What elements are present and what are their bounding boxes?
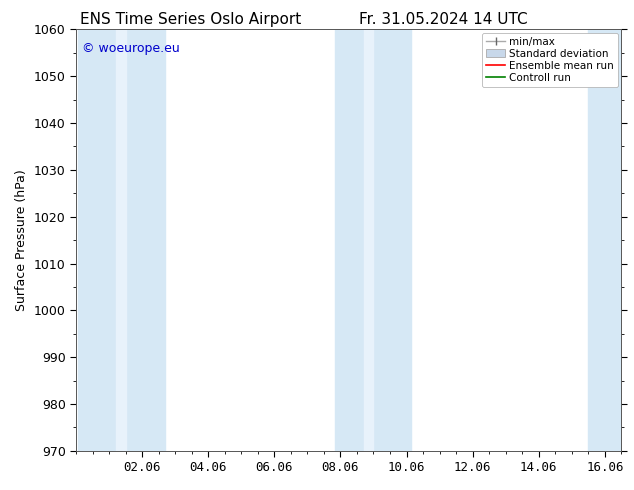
Bar (78, 29, 165, 451)
Bar (116, 29, 126, 451)
Text: ENS Time Series Oslo Airport: ENS Time Series Oslo Airport (80, 12, 301, 27)
Bar (363, 29, 373, 451)
Bar (588, 29, 621, 451)
Text: © woeurope.eu: © woeurope.eu (82, 42, 179, 55)
Y-axis label: Surface Pressure (hPa): Surface Pressure (hPa) (15, 169, 29, 311)
Bar (335, 29, 411, 451)
Text: Fr. 31.05.2024 14 UTC: Fr. 31.05.2024 14 UTC (359, 12, 528, 27)
Legend: min/max, Standard deviation, Ensemble mean run, Controll run: min/max, Standard deviation, Ensemble me… (482, 32, 618, 87)
